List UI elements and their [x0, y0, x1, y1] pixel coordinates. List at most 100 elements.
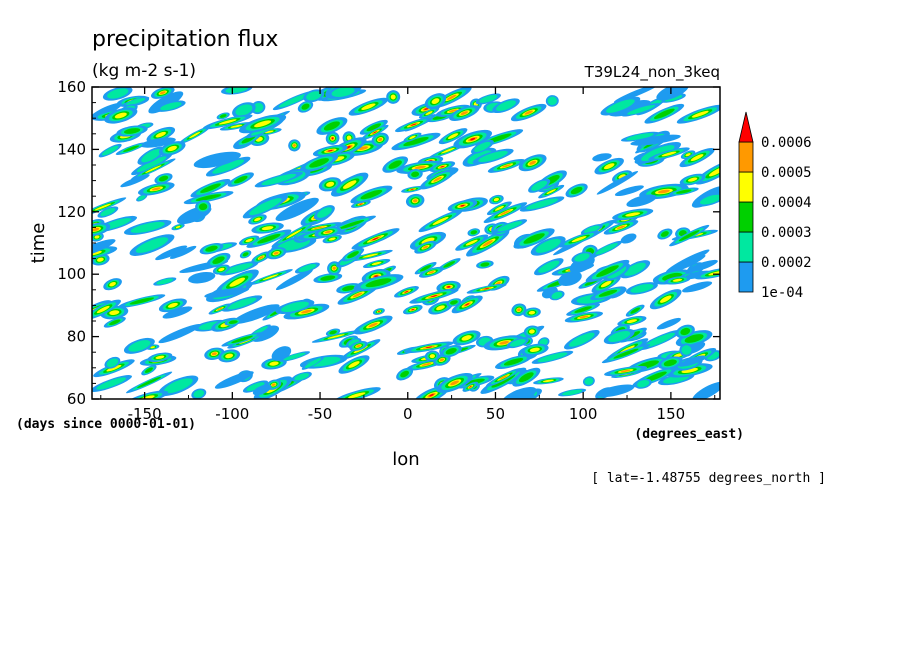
precip-cell	[238, 114, 287, 134]
precip-cell	[634, 378, 652, 389]
precip-cell	[401, 186, 424, 193]
precip-cell	[665, 249, 710, 273]
y-axis-label: time	[28, 223, 49, 264]
precip-cell	[137, 182, 175, 196]
precip-cell	[394, 286, 419, 298]
precip-cell	[332, 387, 381, 399]
precip-cell	[103, 316, 126, 328]
precip-cell	[617, 315, 647, 327]
precip-cell	[522, 307, 541, 318]
latitude-annotation: [ lat=-1.48755 degrees_north ]	[591, 471, 826, 486]
precip-cell	[294, 262, 320, 274]
precip-cell	[538, 184, 565, 199]
chart-title: precipitation flux	[92, 27, 278, 52]
precip-cell	[271, 220, 317, 248]
precip-cell	[664, 276, 691, 285]
x-tick-label: -100	[215, 405, 249, 423]
precip-cell	[251, 222, 284, 234]
precip-cell	[130, 158, 176, 180]
precip-cell	[429, 161, 456, 173]
precip-cell	[313, 273, 343, 284]
precip-cell	[666, 363, 713, 378]
precip-cell	[418, 107, 440, 119]
precip-cell	[692, 381, 720, 399]
precip-cell	[299, 153, 339, 173]
precip-cell	[621, 103, 661, 117]
precip-cell	[129, 234, 175, 256]
precip-cell	[336, 283, 361, 294]
precip-cell	[409, 288, 459, 304]
precip-cell	[122, 96, 150, 107]
precip-cell	[513, 228, 555, 249]
precip-cell	[97, 206, 119, 218]
precip-cell	[92, 222, 111, 237]
precip-cell	[453, 129, 493, 149]
precip-cell	[625, 304, 645, 317]
precip-cell	[327, 87, 360, 99]
precip-cell	[349, 341, 368, 351]
precip-cell	[171, 223, 185, 231]
precip-cell	[440, 345, 462, 358]
precip-cell	[123, 337, 155, 354]
colorbar-segment	[738, 201, 754, 233]
precip-cell	[495, 354, 533, 370]
colorbar-label: 0.0003	[761, 225, 812, 241]
precip-cell	[563, 329, 600, 350]
precip-cell	[396, 367, 414, 381]
precip-cell	[233, 304, 280, 324]
y-tick-label: 60	[67, 390, 86, 408]
precip-cell	[322, 234, 342, 244]
colorbar-segment	[738, 261, 754, 293]
precip-cell	[224, 318, 242, 326]
precip-cell	[140, 137, 176, 148]
precip-cell	[486, 201, 512, 216]
precip-cell	[239, 250, 252, 259]
precip-cell	[202, 114, 253, 130]
colorbar-label: 1e-04	[761, 285, 803, 301]
precip-cell	[656, 317, 681, 330]
precip-cell	[92, 239, 116, 257]
precip-cell	[657, 228, 673, 240]
precip-cell	[519, 196, 565, 212]
precip-cell	[451, 295, 483, 314]
precip-cell	[219, 122, 253, 131]
precip-cell	[158, 324, 201, 344]
precip-cell	[193, 151, 241, 169]
precip-cell	[155, 245, 188, 261]
precip-cell	[283, 303, 330, 320]
precip-cell	[549, 290, 565, 301]
y-axis-units: (days since 0000-01-01)	[16, 417, 196, 432]
precip-cell	[312, 144, 348, 157]
precip-cell	[353, 315, 393, 335]
precip-cell	[501, 386, 537, 399]
precip-cell	[391, 132, 441, 151]
precip-cell	[303, 89, 325, 103]
precip-cell	[248, 269, 293, 286]
colorbar-segment	[738, 171, 754, 203]
precip-cell	[158, 298, 187, 313]
precip-cell	[449, 105, 480, 121]
precip-cell	[437, 258, 461, 271]
plot-area	[92, 87, 720, 399]
precip-cell	[634, 142, 681, 165]
precip-cell	[462, 381, 479, 392]
precip-cell	[483, 202, 528, 223]
precip-cell	[487, 158, 526, 173]
precip-cell	[630, 134, 681, 146]
precip-cell	[102, 87, 133, 101]
precip-cell	[350, 185, 393, 204]
precip-cell	[208, 303, 231, 315]
precip-cell	[301, 356, 325, 370]
precip-cell	[314, 226, 342, 238]
precip-cell	[195, 200, 212, 214]
precip-cell	[455, 234, 489, 251]
precip-cell	[694, 158, 720, 185]
precip-cell	[204, 287, 250, 298]
precip-cell	[221, 332, 263, 347]
precip-cell	[620, 233, 637, 244]
precip-cell	[679, 173, 706, 186]
precip-cell	[254, 171, 303, 188]
precip-cell	[188, 271, 216, 284]
precip-cell	[600, 96, 641, 116]
